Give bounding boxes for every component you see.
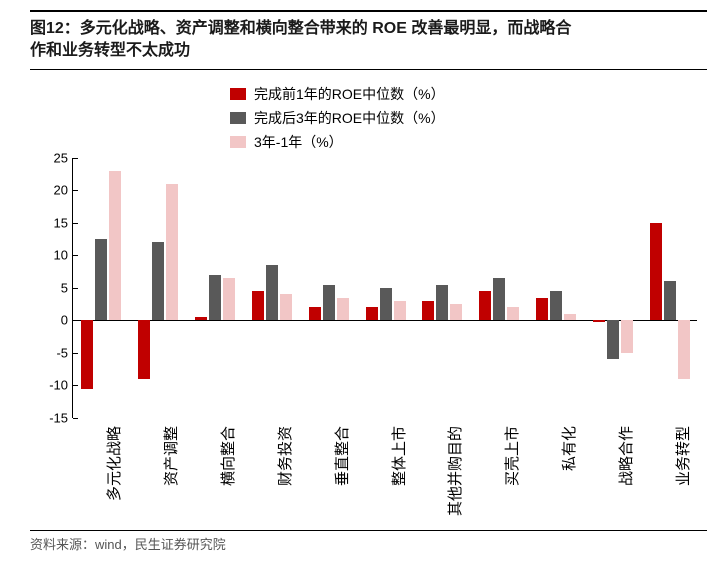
bar [266, 265, 278, 320]
x-tick-label: 业务转型 [672, 426, 693, 486]
y-tick-label: 5 [61, 280, 68, 295]
bar [507, 307, 519, 320]
bar [650, 223, 662, 321]
bar [252, 291, 264, 320]
bar [450, 304, 462, 320]
y-tick-label: 0 [61, 313, 68, 328]
bar [152, 242, 164, 320]
y-tick-mark [73, 255, 78, 256]
legend-swatch-1 [230, 88, 246, 100]
y-tick-mark [73, 223, 78, 224]
bar [621, 320, 633, 353]
y-tick-mark [73, 353, 78, 354]
y-tick-mark [73, 385, 78, 386]
bar [436, 285, 448, 321]
y-tick-mark [73, 288, 78, 289]
bar [166, 184, 178, 321]
legend-label-3: 3年-1年（%） [254, 132, 343, 152]
bar [195, 317, 207, 320]
bar [138, 320, 150, 379]
y-tick-mark [73, 418, 78, 419]
y-tick-mark [73, 320, 78, 321]
y-axis: -15-10-50510152025 [30, 158, 72, 418]
bar [550, 291, 562, 320]
x-tick-label: 财务投资 [274, 426, 295, 486]
title-line-1: 图12：多元化战略、资产调整和横向整合带来的 ROE 改善最明显，而战略合 [30, 18, 707, 40]
legend-item-2: 完成后3年的ROE中位数（%） [230, 108, 707, 128]
bar [664, 281, 676, 320]
y-tick-label: 20 [54, 183, 68, 198]
legend-item-3: 3年-1年（%） [230, 132, 707, 152]
x-tick-label: 多元化战略 [103, 426, 124, 501]
x-tick-label: 买壳上市 [501, 426, 522, 486]
x-tick-label: 私有化 [558, 426, 579, 471]
y-tick-label: -10 [49, 378, 68, 393]
bar [323, 285, 335, 321]
title-line-2: 作和业务转型不太成功 [30, 40, 707, 62]
x-tick-label: 其他并购目的 [444, 426, 465, 516]
bar [209, 275, 221, 321]
y-tick-label: -5 [56, 345, 68, 360]
y-tick-label: 15 [54, 215, 68, 230]
bar [337, 298, 349, 321]
chart: -15-10-50510152025 多元化战略资产调整横向整合财务投资垂直整合… [30, 158, 707, 468]
figure-title: 图12：多元化战略、资产调整和横向整合带来的 ROE 改善最明显，而战略合 作和… [30, 10, 707, 70]
bar [394, 301, 406, 321]
legend-label-2: 完成后3年的ROE中位数（%） [254, 108, 445, 128]
bar [607, 320, 619, 359]
legend-label-1: 完成前1年的ROE中位数（%） [254, 84, 445, 104]
bar [479, 291, 491, 320]
x-tick-label: 横向整合 [217, 426, 238, 486]
bar [309, 307, 321, 320]
legend-swatch-2 [230, 112, 246, 124]
bar [564, 314, 576, 321]
bar [422, 301, 434, 321]
x-tick-label: 垂直整合 [331, 426, 352, 486]
bar [678, 320, 690, 379]
x-tick-label: 整体上市 [388, 426, 409, 486]
x-tick-label: 资产调整 [160, 426, 181, 486]
y-tick-label: -15 [49, 410, 68, 425]
bar [366, 307, 378, 320]
bar [223, 278, 235, 320]
x-axis-labels: 多元化战略 资产调整 横向整合 财务投资 垂直整合 整体上市 其他并购目的 买壳上市 私有化 战略… [72, 426, 697, 546]
source-text: 资料来源：wind，民生证券研究院 [30, 534, 226, 553]
bar [493, 278, 505, 320]
legend-swatch-3 [230, 136, 246, 148]
y-tick-label: 10 [54, 248, 68, 263]
bar [593, 320, 605, 322]
source-separator [30, 530, 707, 531]
x-tick-label: 战略合作 [615, 426, 636, 486]
y-tick-label: 25 [54, 150, 68, 165]
y-tick-mark [73, 158, 78, 159]
bar [280, 294, 292, 320]
legend: 完成前1年的ROE中位数（%） 完成后3年的ROE中位数（%） 3年-1年（%） [230, 84, 707, 152]
legend-item-1: 完成前1年的ROE中位数（%） [230, 84, 707, 104]
bar [81, 320, 93, 388]
bar [380, 288, 392, 321]
bar [536, 298, 548, 321]
y-tick-mark [73, 190, 78, 191]
bar [109, 171, 121, 321]
plot-area [72, 158, 697, 418]
bar [95, 239, 107, 320]
